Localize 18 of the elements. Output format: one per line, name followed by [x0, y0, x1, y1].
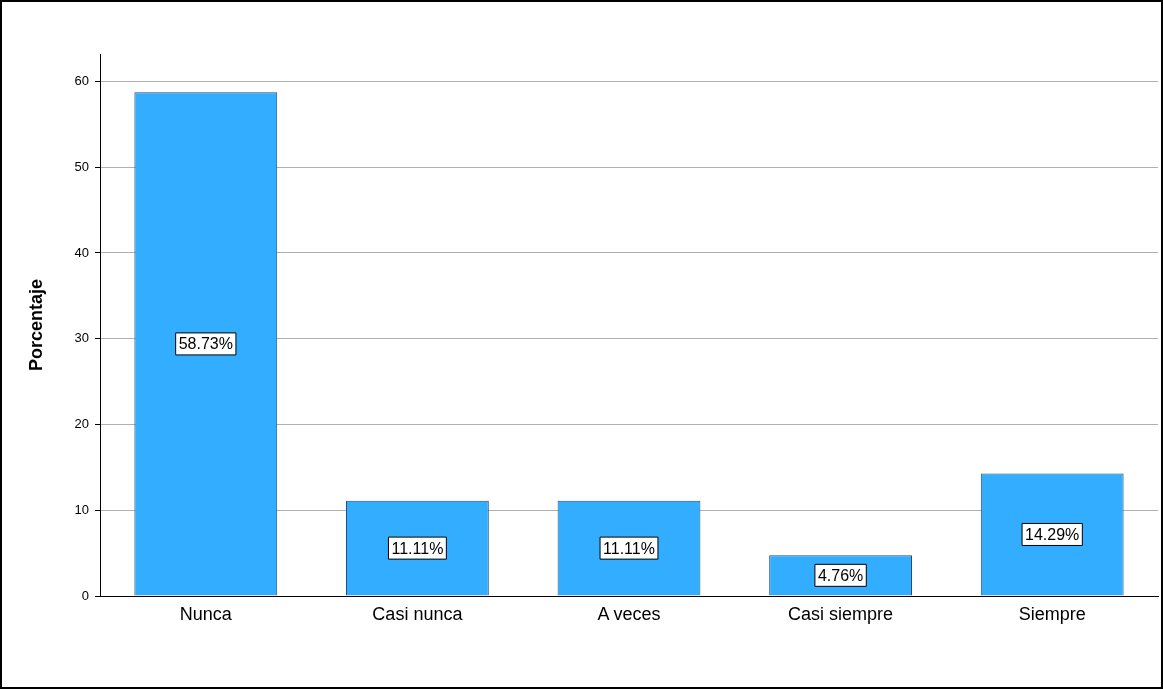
y-tick-label: 60 — [74, 73, 89, 89]
x-tick-label: Casi nunca — [372, 603, 464, 624]
y-tick-label: 40 — [74, 244, 89, 260]
y-tick-label: 30 — [74, 330, 89, 346]
y-tick-label: 10 — [74, 501, 89, 517]
x-tick-label: Nunca — [179, 603, 233, 624]
data-label: 14.29% — [1025, 525, 1080, 543]
data-label: 4.76% — [817, 566, 864, 584]
y-tick-label: 20 — [74, 416, 89, 432]
x-tick-label: A veces — [597, 603, 661, 624]
data-label: 58.73% — [178, 335, 233, 353]
y-tick-label: 0 — [81, 587, 89, 603]
y-axis-title: Porcentaje — [25, 278, 46, 372]
x-tick-label: Casi siempre — [788, 603, 894, 624]
x-tick-label: Siempre — [1018, 603, 1086, 624]
y-tick-label: 50 — [74, 158, 89, 174]
data-label: 11.11% — [391, 539, 444, 557]
data-label: 11.11% — [603, 539, 655, 557]
